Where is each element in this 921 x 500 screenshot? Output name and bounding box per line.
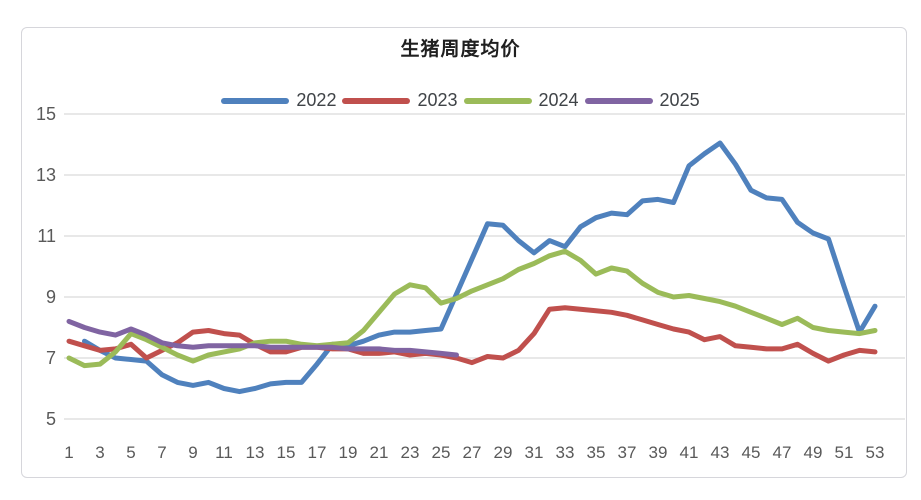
y-tick-label: 11 [37, 226, 56, 246]
x-tick-label: 25 [431, 443, 451, 462]
x-tick-label: 13 [245, 443, 265, 462]
y-tick-label: 7 [45, 348, 56, 368]
x-tick-label: 27 [462, 443, 482, 462]
x-tick-label: 31 [524, 443, 544, 462]
series-line-2023 [66, 305, 878, 366]
legend-item-2025: 2025 [584, 90, 700, 111]
x-tick-label: 47 [772, 443, 792, 462]
legend-swatch-2023 [342, 97, 411, 104]
x-tick-label: 39 [648, 443, 668, 462]
legend-item-2024: 2024 [463, 90, 579, 111]
y-tick-label: 9 [45, 287, 56, 307]
x-tick-label: 37 [617, 443, 637, 462]
x-tick-label: 11 [215, 443, 233, 462]
legend-label-2025: 2025 [659, 90, 700, 110]
x-tick-label: 43 [710, 443, 730, 462]
x-tick-label: 23 [400, 443, 420, 462]
legend-swatch-2024 [463, 97, 532, 104]
legend-item-2023: 2023 [342, 90, 458, 111]
x-tick-label: 33 [555, 443, 575, 462]
x-tick-label: 15 [276, 443, 296, 462]
x-tick-label: 21 [369, 443, 389, 462]
x-tick-label: 17 [307, 443, 327, 462]
series-line-2024 [66, 248, 878, 369]
x-tick-label: 51 [834, 443, 854, 462]
x-tick-label: 3 [95, 443, 105, 462]
legend-swatch-2025 [584, 97, 653, 104]
y-tick-label: 15 [35, 104, 56, 124]
legend-label-2023: 2023 [417, 90, 458, 110]
legend-swatch-2022 [221, 97, 290, 104]
legend-item-2022: 2022 [221, 90, 336, 111]
x-tick-label: 5 [126, 443, 136, 462]
legend-label-2024: 2024 [538, 90, 579, 110]
legend: 2022 2023 2024 2025 [0, 90, 921, 111]
x-tick-label: 45 [741, 443, 761, 462]
legend-label-2022: 2022 [296, 90, 337, 110]
x-tick-label: 53 [865, 443, 885, 462]
x-tick-label: 41 [679, 443, 699, 462]
x-tick-label: 9 [188, 443, 198, 462]
x-tick-label: 1 [64, 443, 74, 462]
x-tick-label: 35 [586, 443, 606, 462]
y-tick-label: 5 [45, 409, 56, 429]
x-tick-label: 19 [338, 443, 358, 462]
y-tick-label: 13 [35, 165, 56, 185]
chart-title: 生猪周度均价 [400, 38, 521, 60]
x-tick-label: 7 [157, 443, 167, 462]
x-tick-label: 49 [803, 443, 823, 462]
x-tick-label: 29 [493, 443, 513, 462]
series-line-2022 [82, 140, 878, 395]
series-line-2025 [66, 318, 459, 358]
